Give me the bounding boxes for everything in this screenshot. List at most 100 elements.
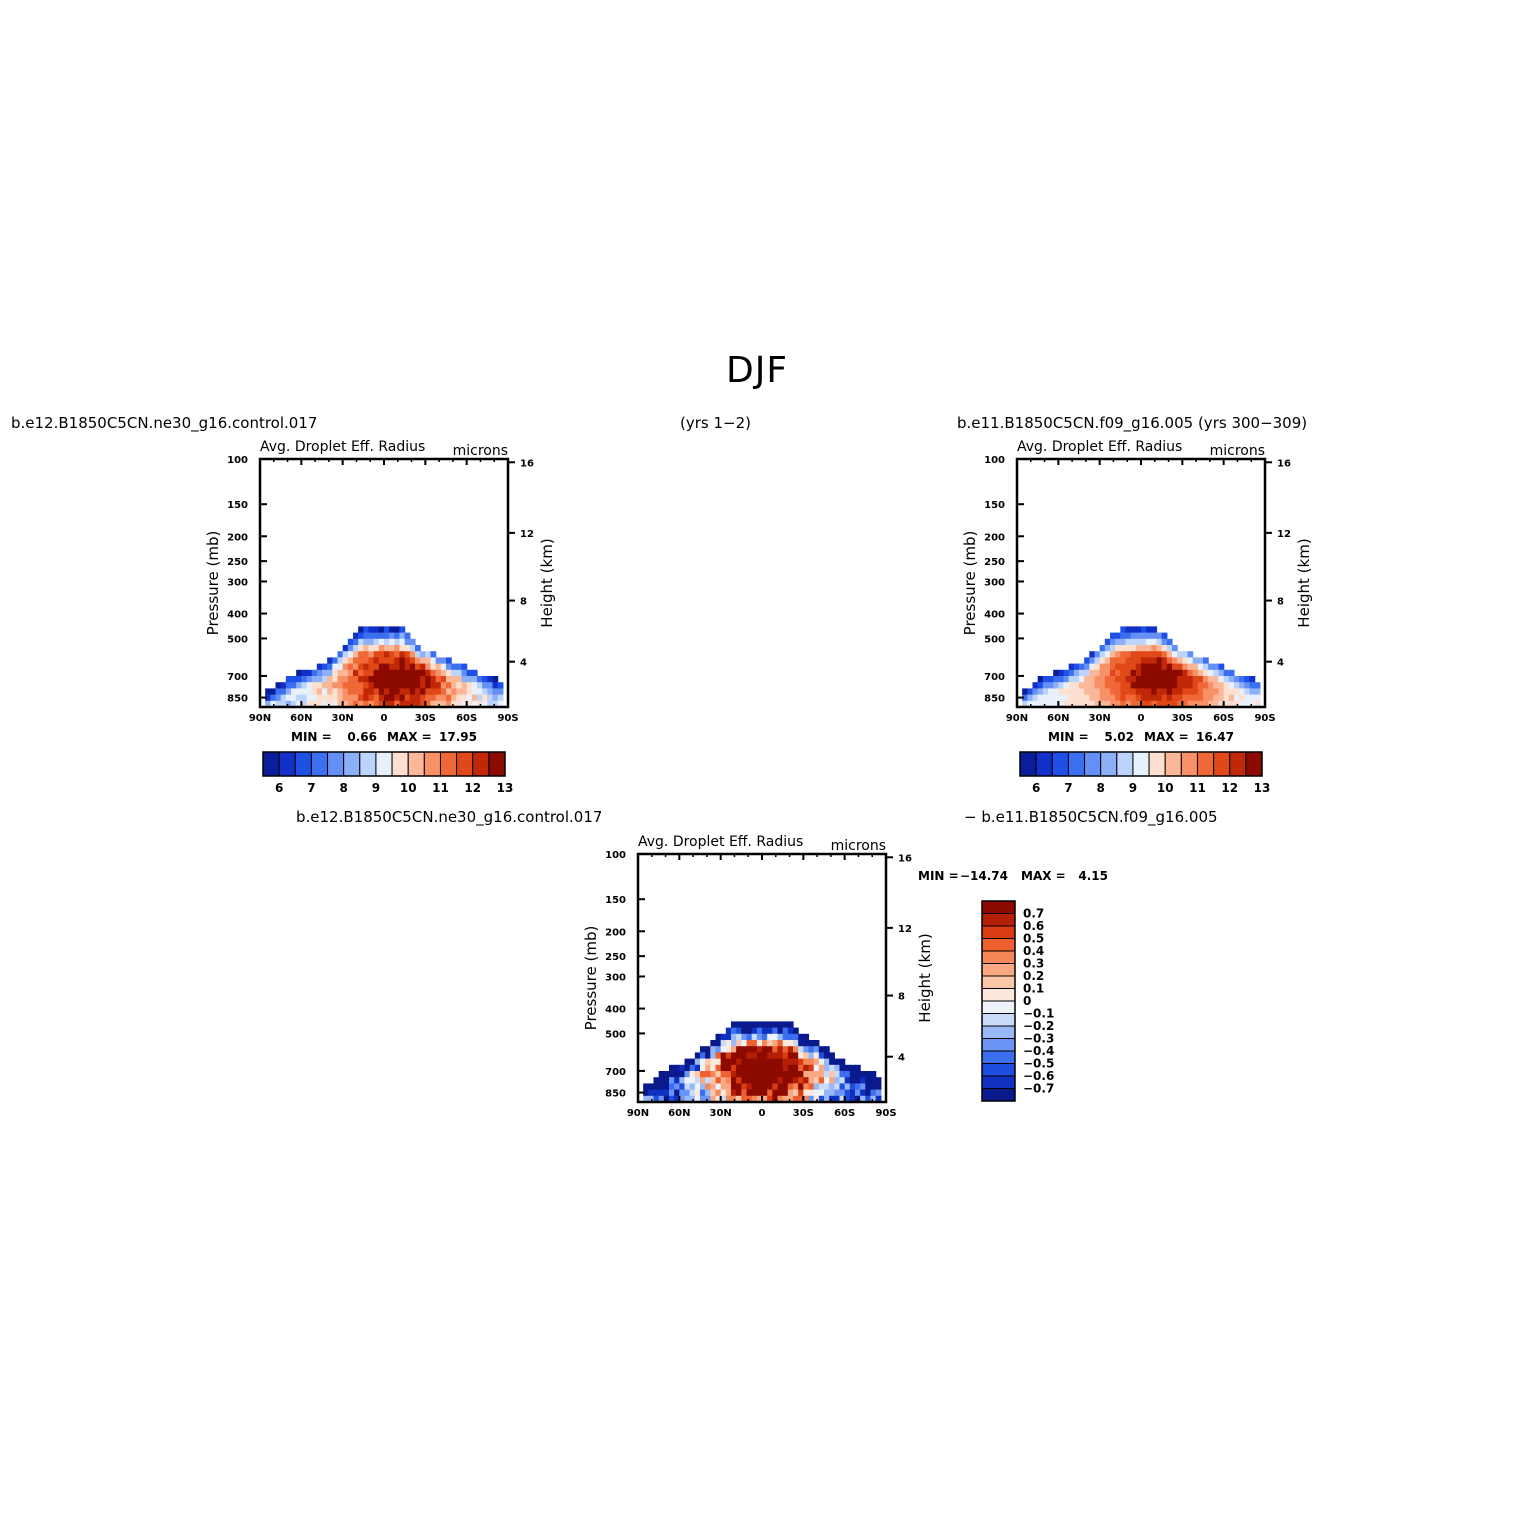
field-cell — [1104, 651, 1111, 658]
field-cell — [296, 694, 302, 702]
field-cell — [808, 1089, 815, 1097]
field-cell — [710, 1064, 717, 1072]
colorbar-swatch — [981, 1075, 1016, 1089]
field-cell — [1115, 676, 1121, 683]
field-cell — [798, 1083, 804, 1091]
field-cell — [762, 1027, 768, 1035]
field-cell — [1254, 694, 1261, 702]
field-cell — [1068, 682, 1075, 689]
field-cell — [1239, 676, 1245, 683]
field-cell — [1022, 688, 1028, 696]
field-cell — [1156, 688, 1163, 696]
colorbar-swatch — [359, 751, 377, 777]
field-cell — [492, 700, 499, 708]
colorbar-swatch — [981, 1038, 1016, 1052]
field-cell — [1166, 688, 1173, 696]
y-tick-label: 400 — [605, 1005, 626, 1016]
field-cell — [368, 663, 375, 671]
field-cell — [793, 1089, 799, 1097]
field-cell — [1146, 688, 1152, 696]
field-cell — [1135, 682, 1142, 689]
field-cell — [1151, 657, 1158, 665]
field-cell — [1115, 700, 1121, 708]
colorbar-swatch — [1213, 751, 1231, 777]
field-cell — [1125, 645, 1132, 652]
colorbar-swatch — [981, 950, 1016, 964]
colorbar-label: 8 — [1096, 781, 1104, 795]
field-cell — [311, 688, 318, 696]
field-cell — [777, 1052, 784, 1060]
field-cell — [1156, 651, 1163, 658]
field-cell — [342, 657, 349, 665]
field-cell — [736, 1027, 742, 1035]
field-cell — [1223, 676, 1230, 683]
field-cell — [1172, 669, 1178, 677]
field-cell — [694, 1071, 701, 1078]
field-cell — [663, 1071, 670, 1078]
field-cell — [466, 676, 473, 683]
field-cell — [378, 632, 385, 640]
field-cell — [751, 1033, 758, 1041]
field-cell — [1213, 700, 1220, 708]
field-cell — [1120, 682, 1127, 689]
x-tick-label: 90N — [627, 1108, 649, 1119]
field-cell — [337, 682, 344, 689]
x-tick-label: 90N — [1006, 713, 1028, 724]
field-cell — [1161, 694, 1168, 702]
field-cell — [1027, 694, 1034, 702]
field-cell — [798, 1052, 804, 1060]
field-cell — [1125, 700, 1132, 708]
field-cell — [404, 638, 411, 646]
field-cell — [1218, 694, 1225, 702]
field-cell — [1187, 663, 1194, 671]
field-cell — [1208, 688, 1214, 696]
field-cell — [373, 632, 380, 640]
field-cell — [456, 688, 463, 696]
field-cell — [870, 1071, 877, 1078]
field-cell — [389, 645, 395, 652]
field-cell — [1203, 682, 1209, 689]
y-right-tick-label: 12 — [1277, 529, 1291, 540]
field-cell — [1094, 694, 1101, 702]
field-cell — [875, 1077, 882, 1084]
field-cell — [824, 1046, 830, 1053]
field-cell — [860, 1095, 866, 1103]
y-tick-label: 150 — [605, 895, 626, 906]
field-cell — [1084, 669, 1090, 677]
colorbar-swatch — [981, 1088, 1016, 1102]
field-cell — [772, 1052, 779, 1060]
field-cell — [275, 694, 282, 702]
field-cell — [353, 657, 359, 665]
field-cell — [715, 1077, 722, 1084]
field-cell — [420, 700, 426, 708]
field-cell — [1146, 663, 1152, 671]
field-cell — [296, 669, 302, 677]
field-cell — [347, 700, 354, 708]
field-cell — [787, 1058, 794, 1066]
field-cell — [482, 700, 488, 708]
field-cell — [347, 645, 354, 652]
field-cell — [1115, 694, 1121, 702]
field-cell — [1110, 694, 1116, 702]
field-cell — [270, 694, 277, 702]
colorbar-swatch — [423, 751, 441, 777]
field-cell — [643, 1083, 649, 1091]
y-tick-label: 300 — [984, 577, 1005, 588]
field-cell — [834, 1071, 841, 1078]
field-cell — [1125, 638, 1132, 646]
field-cell — [430, 682, 437, 689]
colorbar-swatch — [343, 751, 361, 777]
field-cell — [280, 682, 287, 689]
field-cell — [669, 1071, 675, 1078]
field-cell — [477, 682, 483, 689]
field-cell — [741, 1046, 748, 1053]
field-cell — [1151, 688, 1158, 696]
field-cell — [736, 1058, 742, 1066]
field-cell — [1048, 688, 1054, 696]
field-cell — [1146, 651, 1152, 658]
field-cell — [358, 688, 364, 696]
field-cell — [316, 700, 323, 708]
field-cell — [705, 1071, 711, 1078]
field-cell — [1022, 700, 1028, 708]
field-cell — [1223, 688, 1230, 696]
